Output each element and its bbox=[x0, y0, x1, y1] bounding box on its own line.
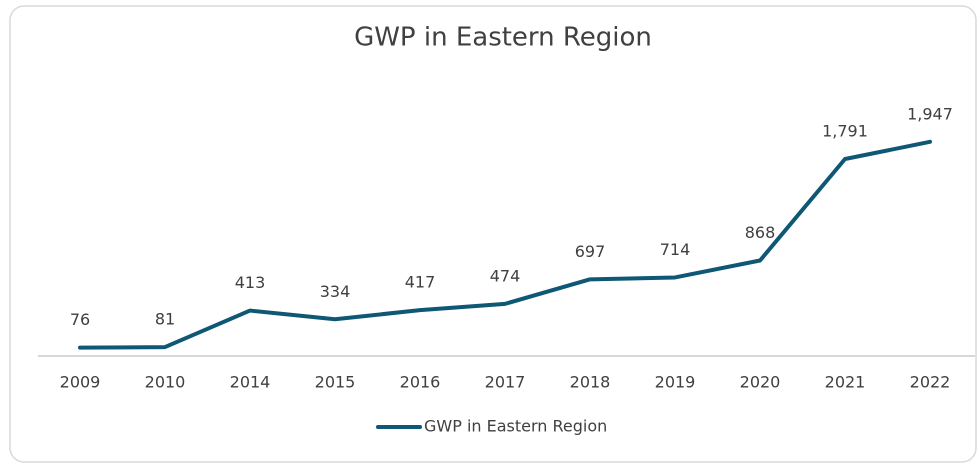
x-tick-label: 2022 bbox=[910, 373, 951, 392]
x-tick-label: 2009 bbox=[60, 373, 101, 392]
data-label: 334 bbox=[320, 282, 351, 301]
data-label: 714 bbox=[660, 240, 691, 259]
x-tick-label: 2021 bbox=[825, 373, 866, 392]
data-label: 76 bbox=[70, 310, 90, 329]
x-tick-label: 2020 bbox=[740, 373, 781, 392]
data-label: 474 bbox=[490, 266, 521, 285]
x-tick-label: 2014 bbox=[230, 373, 271, 392]
data-label: 81 bbox=[155, 310, 175, 329]
data-label: 1,947 bbox=[907, 104, 953, 123]
chart-frame bbox=[9, 5, 977, 463]
data-label: 417 bbox=[405, 273, 436, 292]
data-label: 697 bbox=[575, 242, 606, 261]
chart-title: GWP in Eastern Region bbox=[354, 23, 652, 53]
x-tick-label: 2016 bbox=[400, 373, 441, 392]
x-tick-label: 2018 bbox=[570, 373, 611, 392]
x-tick-label: 2010 bbox=[145, 373, 186, 392]
legend-label: GWP in Eastern Region bbox=[424, 417, 607, 436]
data-label: 868 bbox=[745, 223, 776, 242]
x-tick-label: 2015 bbox=[315, 373, 356, 392]
data-line bbox=[78, 139, 932, 350]
data-label: 413 bbox=[235, 273, 266, 292]
data-label: 1,791 bbox=[822, 121, 868, 140]
x-tick-label: 2017 bbox=[485, 373, 526, 392]
x-tick-label: 2019 bbox=[655, 373, 696, 392]
